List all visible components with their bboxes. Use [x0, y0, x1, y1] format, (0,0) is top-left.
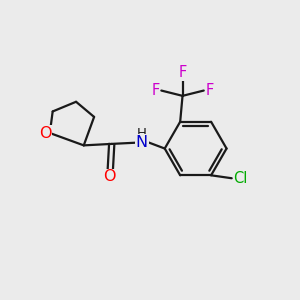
Text: F: F: [178, 65, 187, 80]
Text: O: O: [39, 125, 52, 140]
Text: Cl: Cl: [233, 171, 248, 186]
Text: F: F: [206, 83, 214, 98]
Text: F: F: [151, 83, 160, 98]
Text: H: H: [137, 127, 147, 140]
Text: N: N: [136, 135, 148, 150]
Text: O: O: [103, 169, 116, 184]
